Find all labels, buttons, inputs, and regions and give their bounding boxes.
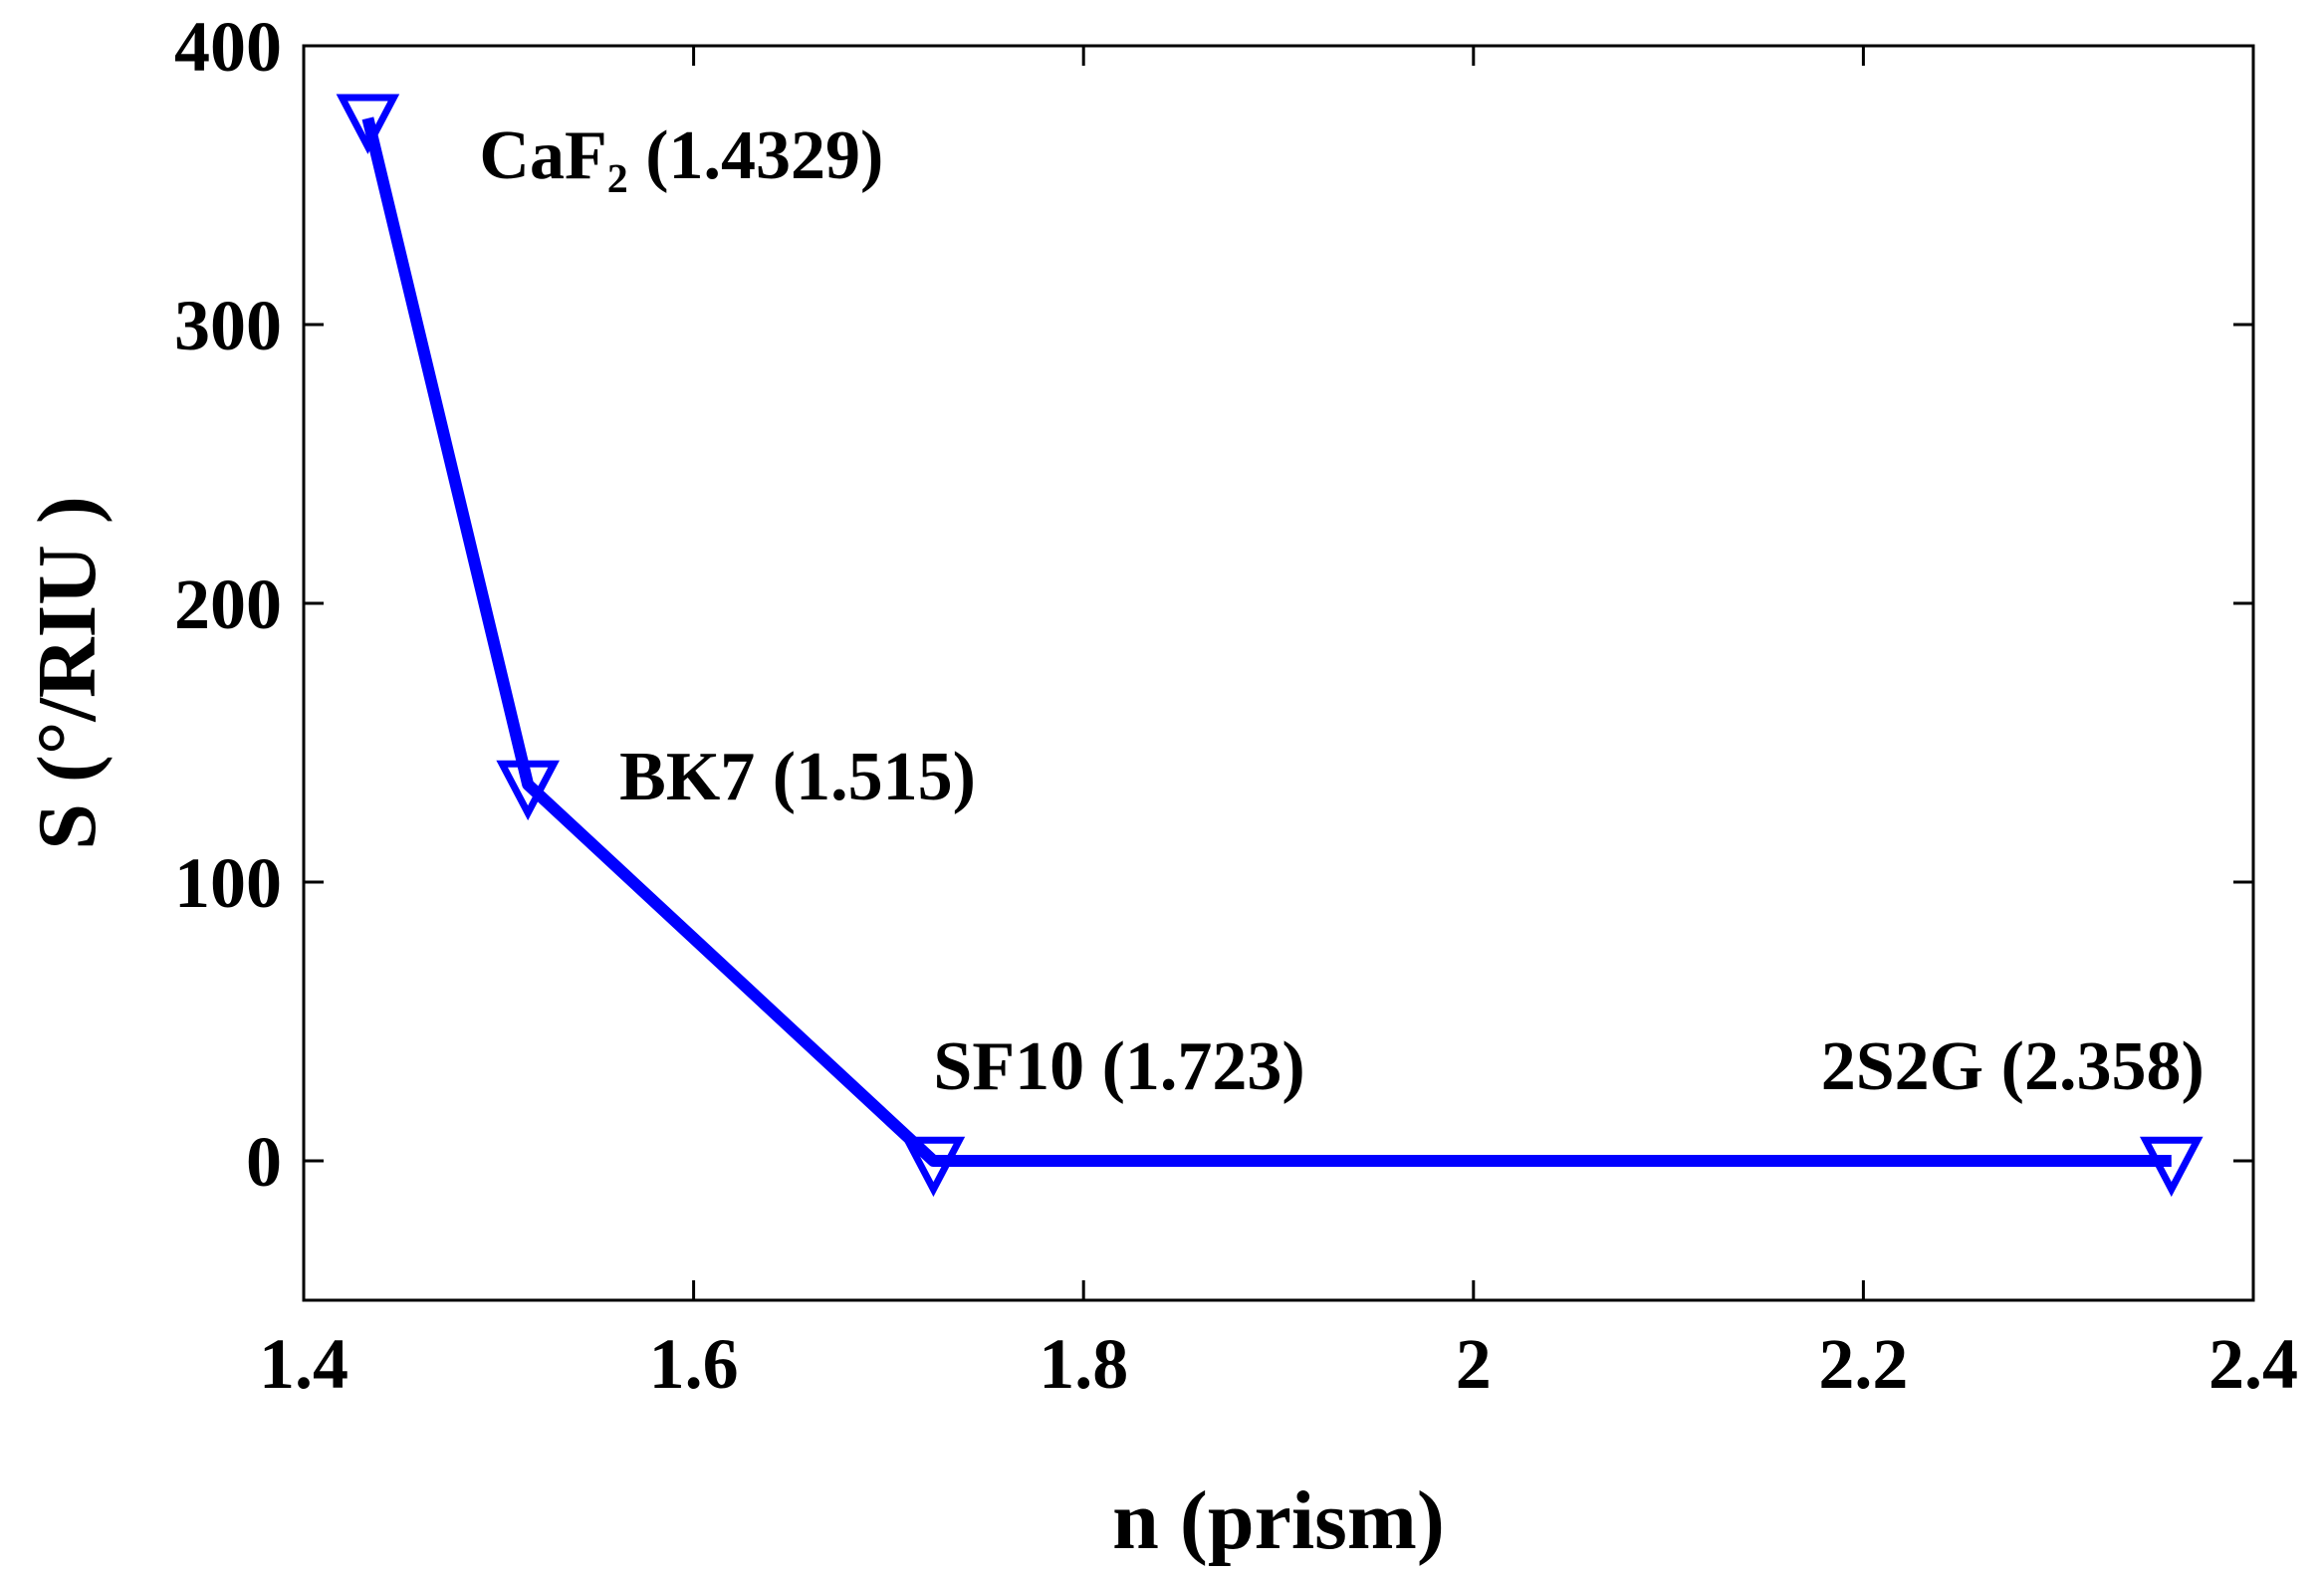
- data-line: [361, 116, 2172, 1167]
- annotation: CaF₂ (1.4329): [479, 117, 883, 194]
- y-tick-label: 100: [174, 843, 282, 923]
- x-tick-label: 2.4: [2208, 1324, 2298, 1404]
- marker: [2139, 1136, 2204, 1198]
- x-tick-label: 1.6: [649, 1324, 739, 1404]
- x-tick-label: 1.8: [1039, 1324, 1128, 1404]
- x-tick-label: 2: [1456, 1324, 1492, 1404]
- annotation: 2S2G (2.358): [1821, 1028, 2205, 1105]
- annotation: SF10 (1.723): [933, 1028, 1304, 1105]
- x-tick-label: 1.4: [259, 1324, 349, 1404]
- y-tick-label: 400: [174, 7, 282, 87]
- marker: [496, 760, 560, 821]
- y-tick-label: 300: [174, 286, 282, 365]
- marker: [901, 1136, 966, 1198]
- x-tick-label: 2.2: [1818, 1324, 1908, 1404]
- y-tick-label: 0: [246, 1122, 282, 1202]
- plot-frame: [302, 44, 2255, 1302]
- y-tick-label: 200: [174, 564, 282, 644]
- y-axis-label: S (°/RIU ): [21, 496, 114, 850]
- x-axis-label: n (prism): [1112, 1474, 1445, 1567]
- annotation: BK7 (1.515): [619, 739, 976, 815]
- marker: [336, 94, 400, 154]
